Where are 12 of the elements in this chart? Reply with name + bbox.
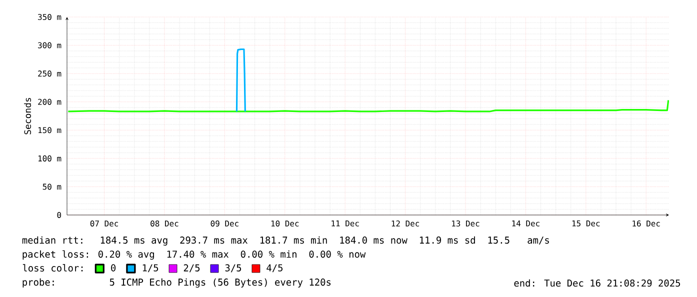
legend-label: 3/5 (225, 264, 242, 272)
legend-label: 0 (111, 264, 116, 272)
text: packet loss: 0.20 % avg 17.40 % max 0.00 % min 0.00 % now (22, 250, 366, 260)
y-axis-title: Seconds (24, 98, 32, 134)
legend-label: 1/5 (142, 264, 158, 272)
line-series (236, 48, 246, 112)
legend-title: loss color: (22, 264, 83, 272)
legend-label: 4/5 (266, 264, 282, 272)
legend-label: 2/5 (184, 264, 200, 272)
text: probe: 5 ICMP Echo Pings (56 Bytes) every 120s (22, 278, 331, 288)
text: median rtt: 184.5 ms avg 293.7 ms max 181.7 ms min 184.0 ms now 11.9 ms sd 15.5 am/s (22, 236, 549, 246)
text: end: Tue Dec 16 21:08:29 2025 (514, 279, 680, 287)
